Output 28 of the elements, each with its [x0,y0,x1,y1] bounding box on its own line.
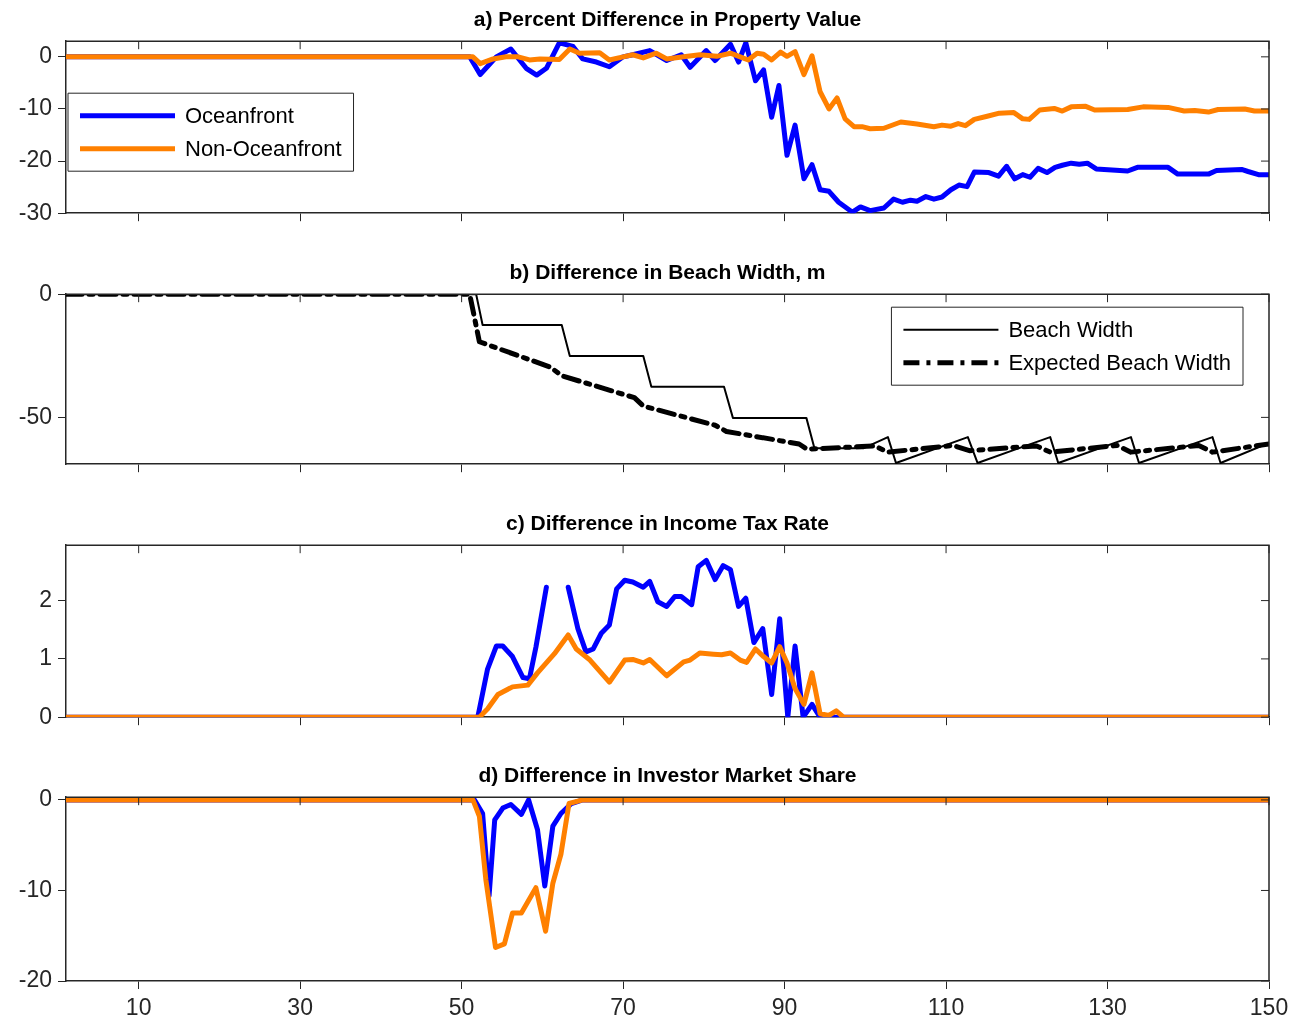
x-tick-label: 90 [771,994,798,1021]
chart-title: c) Difference in Income Tax Rate [506,511,829,535]
y-tick-label: -50 [18,402,52,429]
y-tick-label: 2 [39,585,52,612]
x-tick-label: 50 [448,994,475,1021]
x-tick-label: 150 [1249,994,1289,1021]
x-tick-label: 30 [287,994,313,1021]
y-tick-label: -20 [18,146,52,173]
x-tick-label: 130 [1088,994,1127,1021]
chart-title: a) Percent Difference in Property Value [473,7,862,31]
y-tick-label: 1 [39,644,52,671]
x-tick-label: 110 [927,994,965,1021]
x-tick-label: 70 [610,994,636,1021]
y-tick-label: -10 [18,94,52,121]
legend-label: Non-Oceanfront [185,135,342,161]
y-tick-label: 0 [39,702,52,729]
y-tick-label: 0 [39,785,52,812]
y-tick-label: -30 [18,198,52,225]
y-tick-label: 0 [39,42,52,69]
legend-label: Expected Beach Width [1008,349,1232,375]
legend-label: Oceanfront [185,102,294,128]
y-tick-label: -20 [18,966,52,993]
chart-title: d) Difference in Investor Market Share [478,763,857,787]
legend-label: Beach Width [1008,316,1134,342]
y-tick-label: -10 [18,875,52,902]
chart-title: b) Difference in Beach Width, m [509,260,826,284]
x-tick-label: 10 [125,994,152,1021]
y-tick-label: 0 [39,279,52,306]
